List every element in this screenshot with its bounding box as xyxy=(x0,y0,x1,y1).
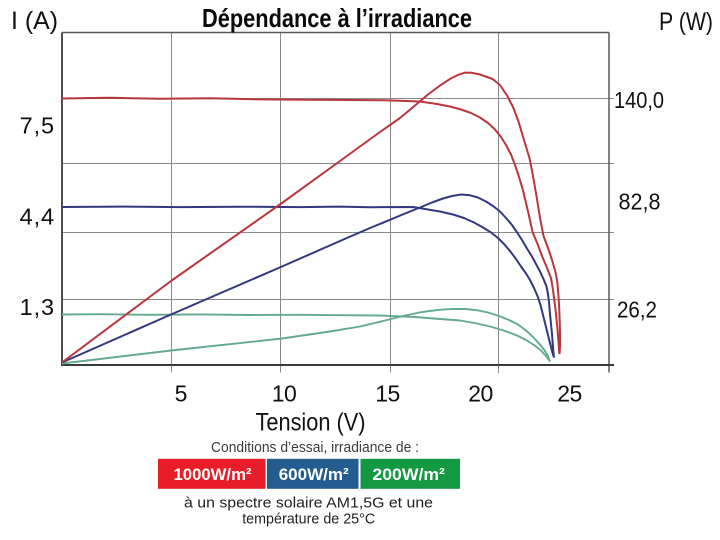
svg-text:P (W): P (W) xyxy=(659,8,713,36)
svg-text:200W/m²: 200W/m² xyxy=(372,465,445,484)
svg-text:82,8: 82,8 xyxy=(619,189,661,215)
svg-text:600W/m²: 600W/m² xyxy=(279,465,349,484)
svg-text:25: 25 xyxy=(557,381,582,407)
svg-text:à un spectre solaire AM1,5G et: à un spectre solaire AM1,5G et une xyxy=(184,495,433,512)
svg-text:I (A): I (A) xyxy=(11,7,58,35)
svg-text:10: 10 xyxy=(272,381,297,407)
svg-text:Conditions d’essai, irradiance: Conditions d’essai, irradiance de : xyxy=(211,439,419,456)
svg-text:140,0: 140,0 xyxy=(614,87,664,113)
svg-text:7,5: 7,5 xyxy=(20,113,55,139)
svg-text:température de 25°C: température de 25°C xyxy=(242,511,375,528)
svg-text:1000W/m²: 1000W/m² xyxy=(174,465,252,484)
svg-text:20: 20 xyxy=(468,381,493,407)
svg-text:4,4: 4,4 xyxy=(20,204,55,230)
svg-text:Tension (V): Tension (V) xyxy=(256,409,366,437)
svg-text:5: 5 xyxy=(175,381,188,407)
svg-text:15: 15 xyxy=(375,381,400,407)
svg-text:Dépendance à l’irradiance: Dépendance à l’irradiance xyxy=(202,3,472,33)
svg-text:26,2: 26,2 xyxy=(617,297,657,323)
svg-text:1,3: 1,3 xyxy=(20,294,55,320)
